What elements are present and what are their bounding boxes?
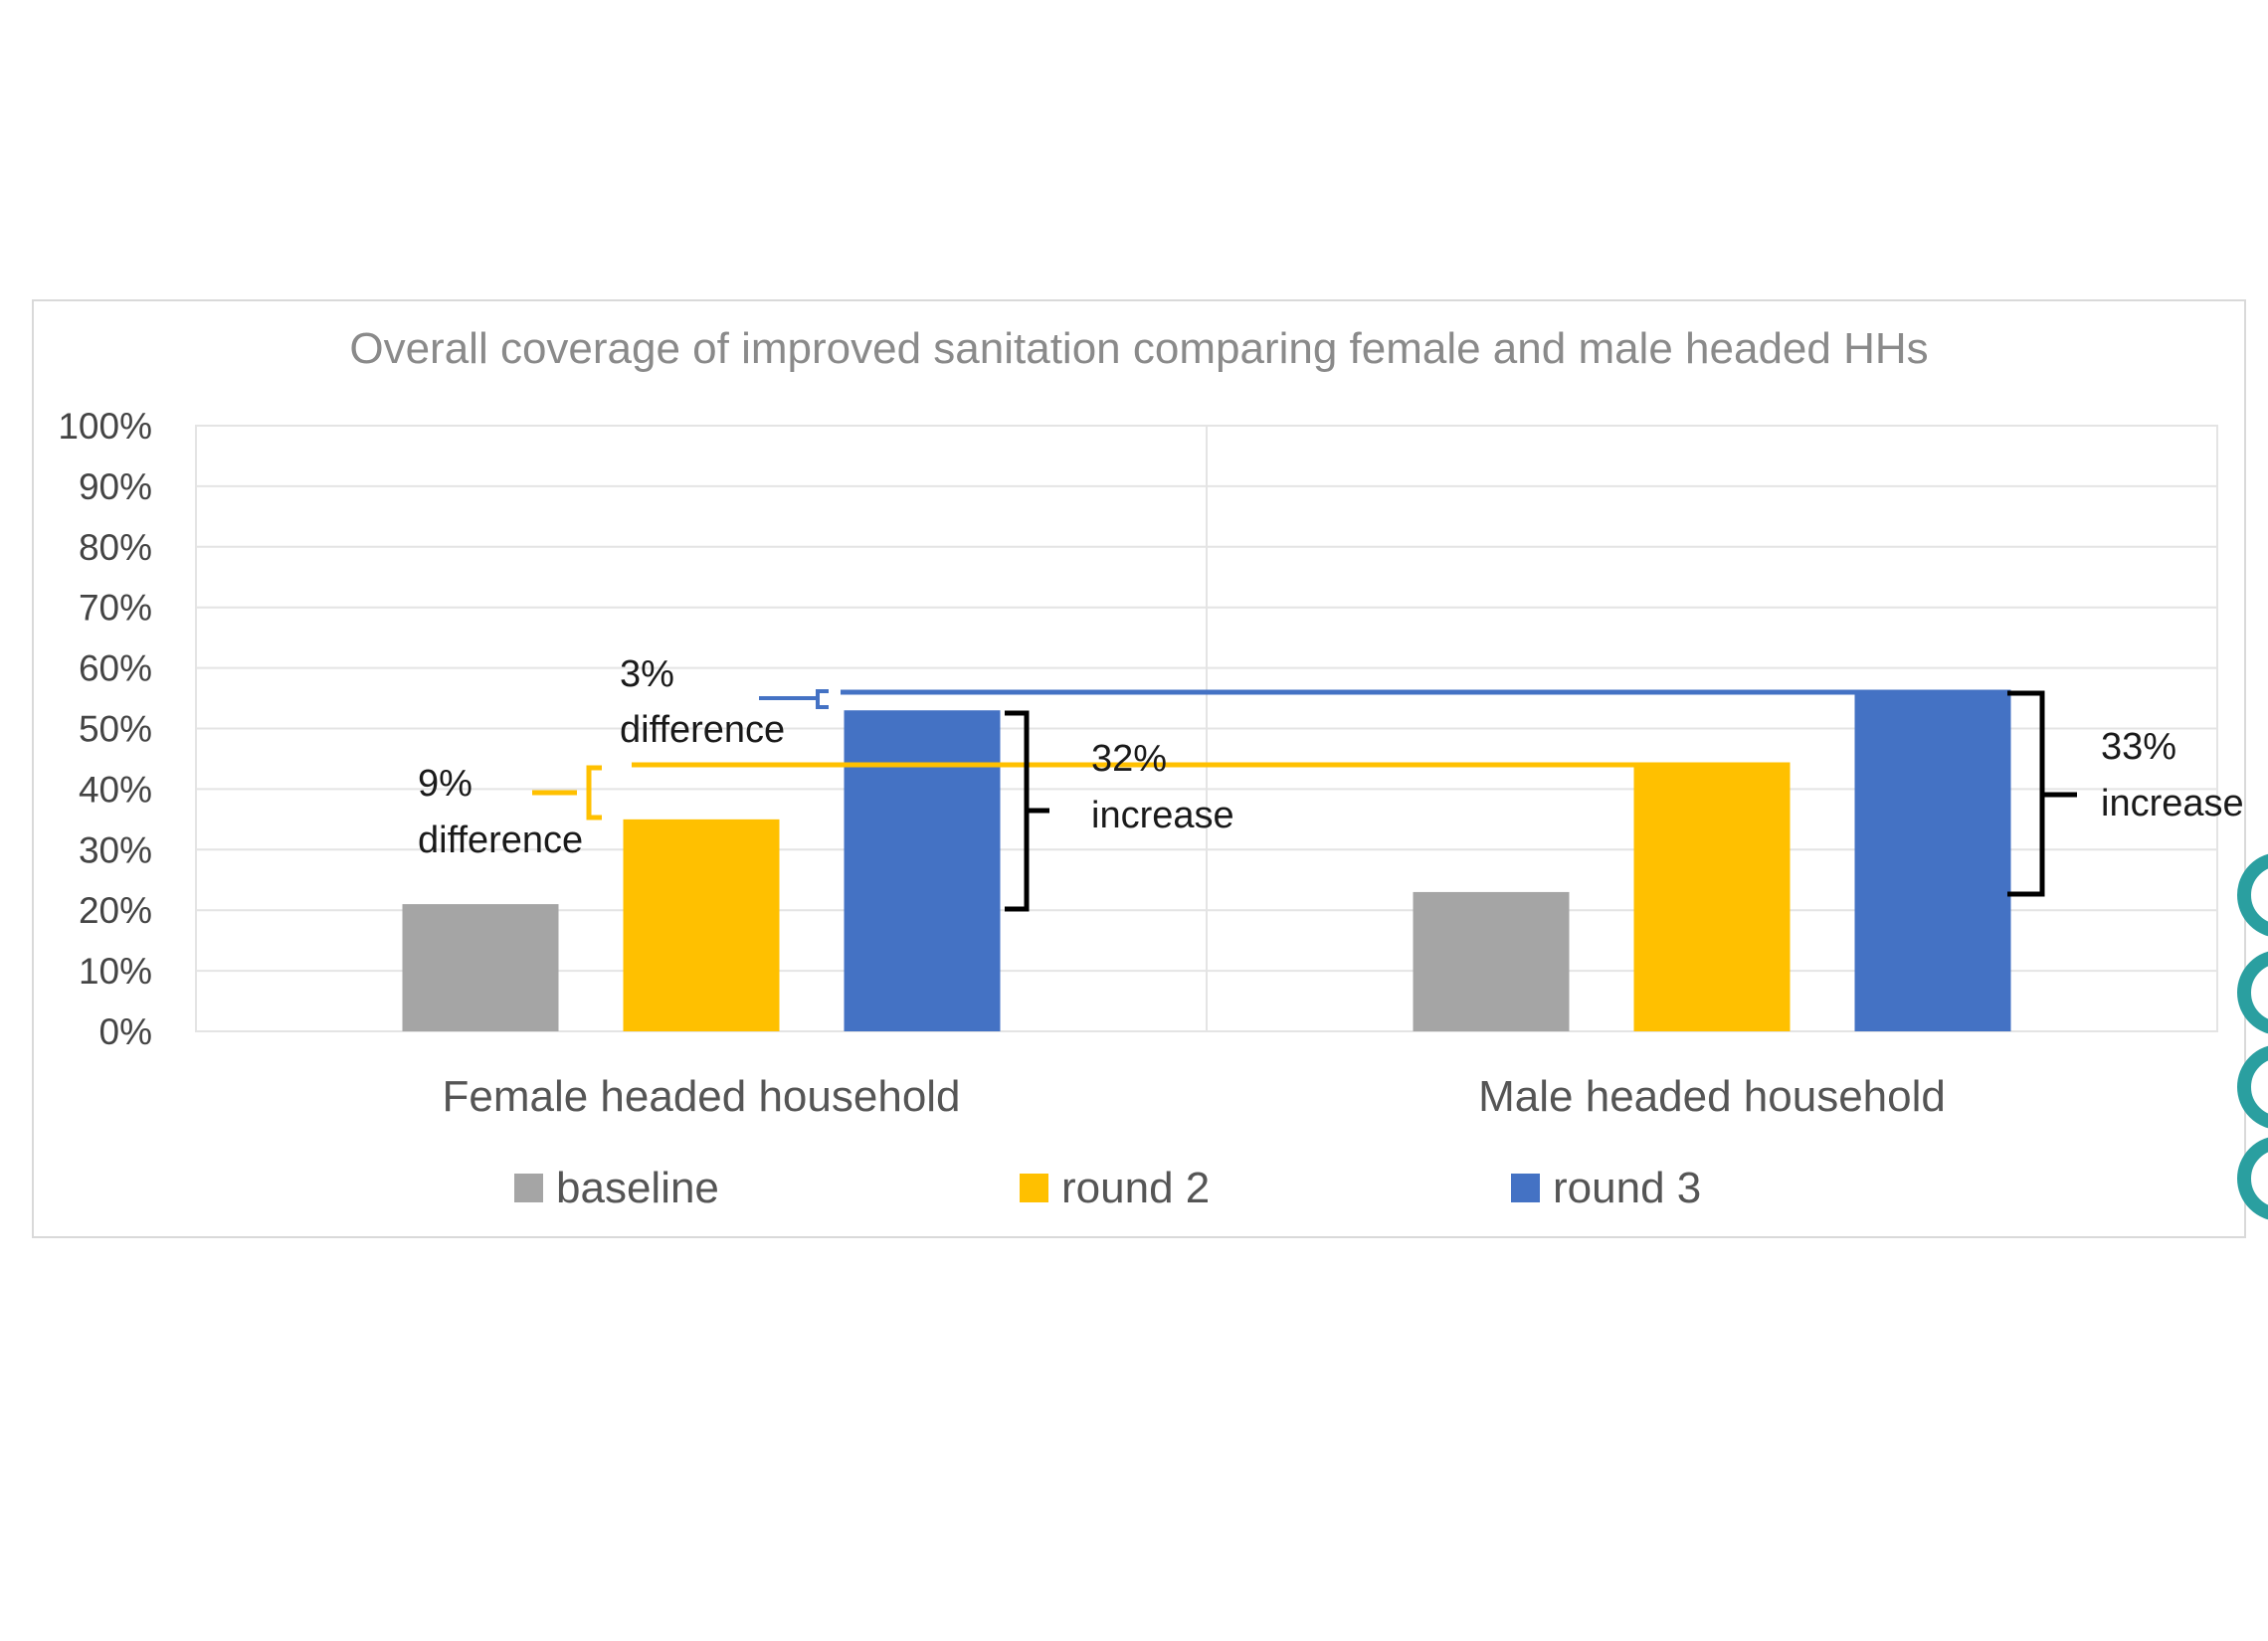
annotation-inc-male: 33% increase [2101, 726, 2244, 824]
annotation-line1: 9% [418, 763, 472, 805]
annotation-line1: 33% [2101, 726, 2176, 768]
annotation-line1: 32% [1091, 738, 1167, 780]
annotation-diff-round2: 9% difference [418, 763, 583, 861]
category-label: Female headed household [442, 1072, 960, 1121]
decoration-ring [2237, 951, 2268, 1034]
legend-label: round 3 [1553, 1164, 1701, 1212]
y-tick-label: 80% [79, 527, 152, 568]
bar [844, 710, 1001, 1031]
bar [402, 904, 559, 1031]
y-axis-ticks: 0% 10% 20% 30% 40% 50% 60% 70% 80% 90% 100% [58, 406, 152, 1052]
legend-item: round 2 [1020, 1164, 1210, 1212]
annotation-inc-female: 32% increase [1091, 738, 1234, 836]
bar [1633, 765, 1791, 1031]
chart-title: Overall coverage of improved sanitation … [349, 324, 1928, 373]
annotation-line2: increase [2101, 783, 2244, 824]
annotation-line2: difference [620, 709, 785, 751]
legend-swatch [1511, 1174, 1540, 1202]
category-labels: Female headed household Male headed house… [442, 1072, 1945, 1121]
decoration-ring [2237, 1137, 2268, 1220]
annotation-diff-round3: 3% difference [620, 653, 785, 751]
y-tick-label: 100% [58, 406, 152, 447]
category-label: Male headed household [1478, 1072, 1946, 1121]
y-tick-label: 30% [79, 829, 152, 870]
decoration-ring [2237, 853, 2268, 937]
legend: baseline round 2 round 3 [514, 1164, 1701, 1212]
y-tick-label: 10% [79, 951, 152, 992]
annotation-line2: difference [418, 820, 583, 861]
legend-label: round 2 [1061, 1164, 1210, 1212]
legend-item: round 3 [1511, 1164, 1701, 1212]
annotation-brackets [532, 689, 2077, 912]
decoration-ring [2237, 1045, 2268, 1129]
bar [1413, 891, 1570, 1031]
y-tick-label: 0% [99, 1011, 152, 1052]
bars [402, 691, 2011, 1031]
bracket-round3-difference [759, 689, 829, 709]
bracket-male-increase [2007, 690, 2077, 897]
y-tick-label: 50% [79, 709, 152, 750]
bracket-female-increase [1005, 710, 1049, 912]
y-tick-label: 60% [79, 648, 152, 689]
legend-swatch [1020, 1174, 1048, 1202]
y-tick-label: 20% [79, 890, 152, 931]
gridlines [196, 425, 2217, 973]
bar [623, 819, 780, 1031]
legend-label: baseline [556, 1164, 719, 1212]
legend-swatch [514, 1174, 543, 1202]
reference-lines [632, 689, 2011, 768]
edge-decoration [2237, 853, 2268, 1220]
y-tick-label: 70% [79, 588, 152, 629]
bar [1854, 691, 2011, 1031]
y-tick-label: 90% [79, 466, 152, 507]
legend-item: baseline [514, 1164, 719, 1212]
bracket-round2-difference [532, 765, 602, 820]
annotation-line2: increase [1091, 795, 1234, 836]
y-tick-label: 40% [79, 769, 152, 810]
annotation-line1: 3% [620, 653, 674, 695]
